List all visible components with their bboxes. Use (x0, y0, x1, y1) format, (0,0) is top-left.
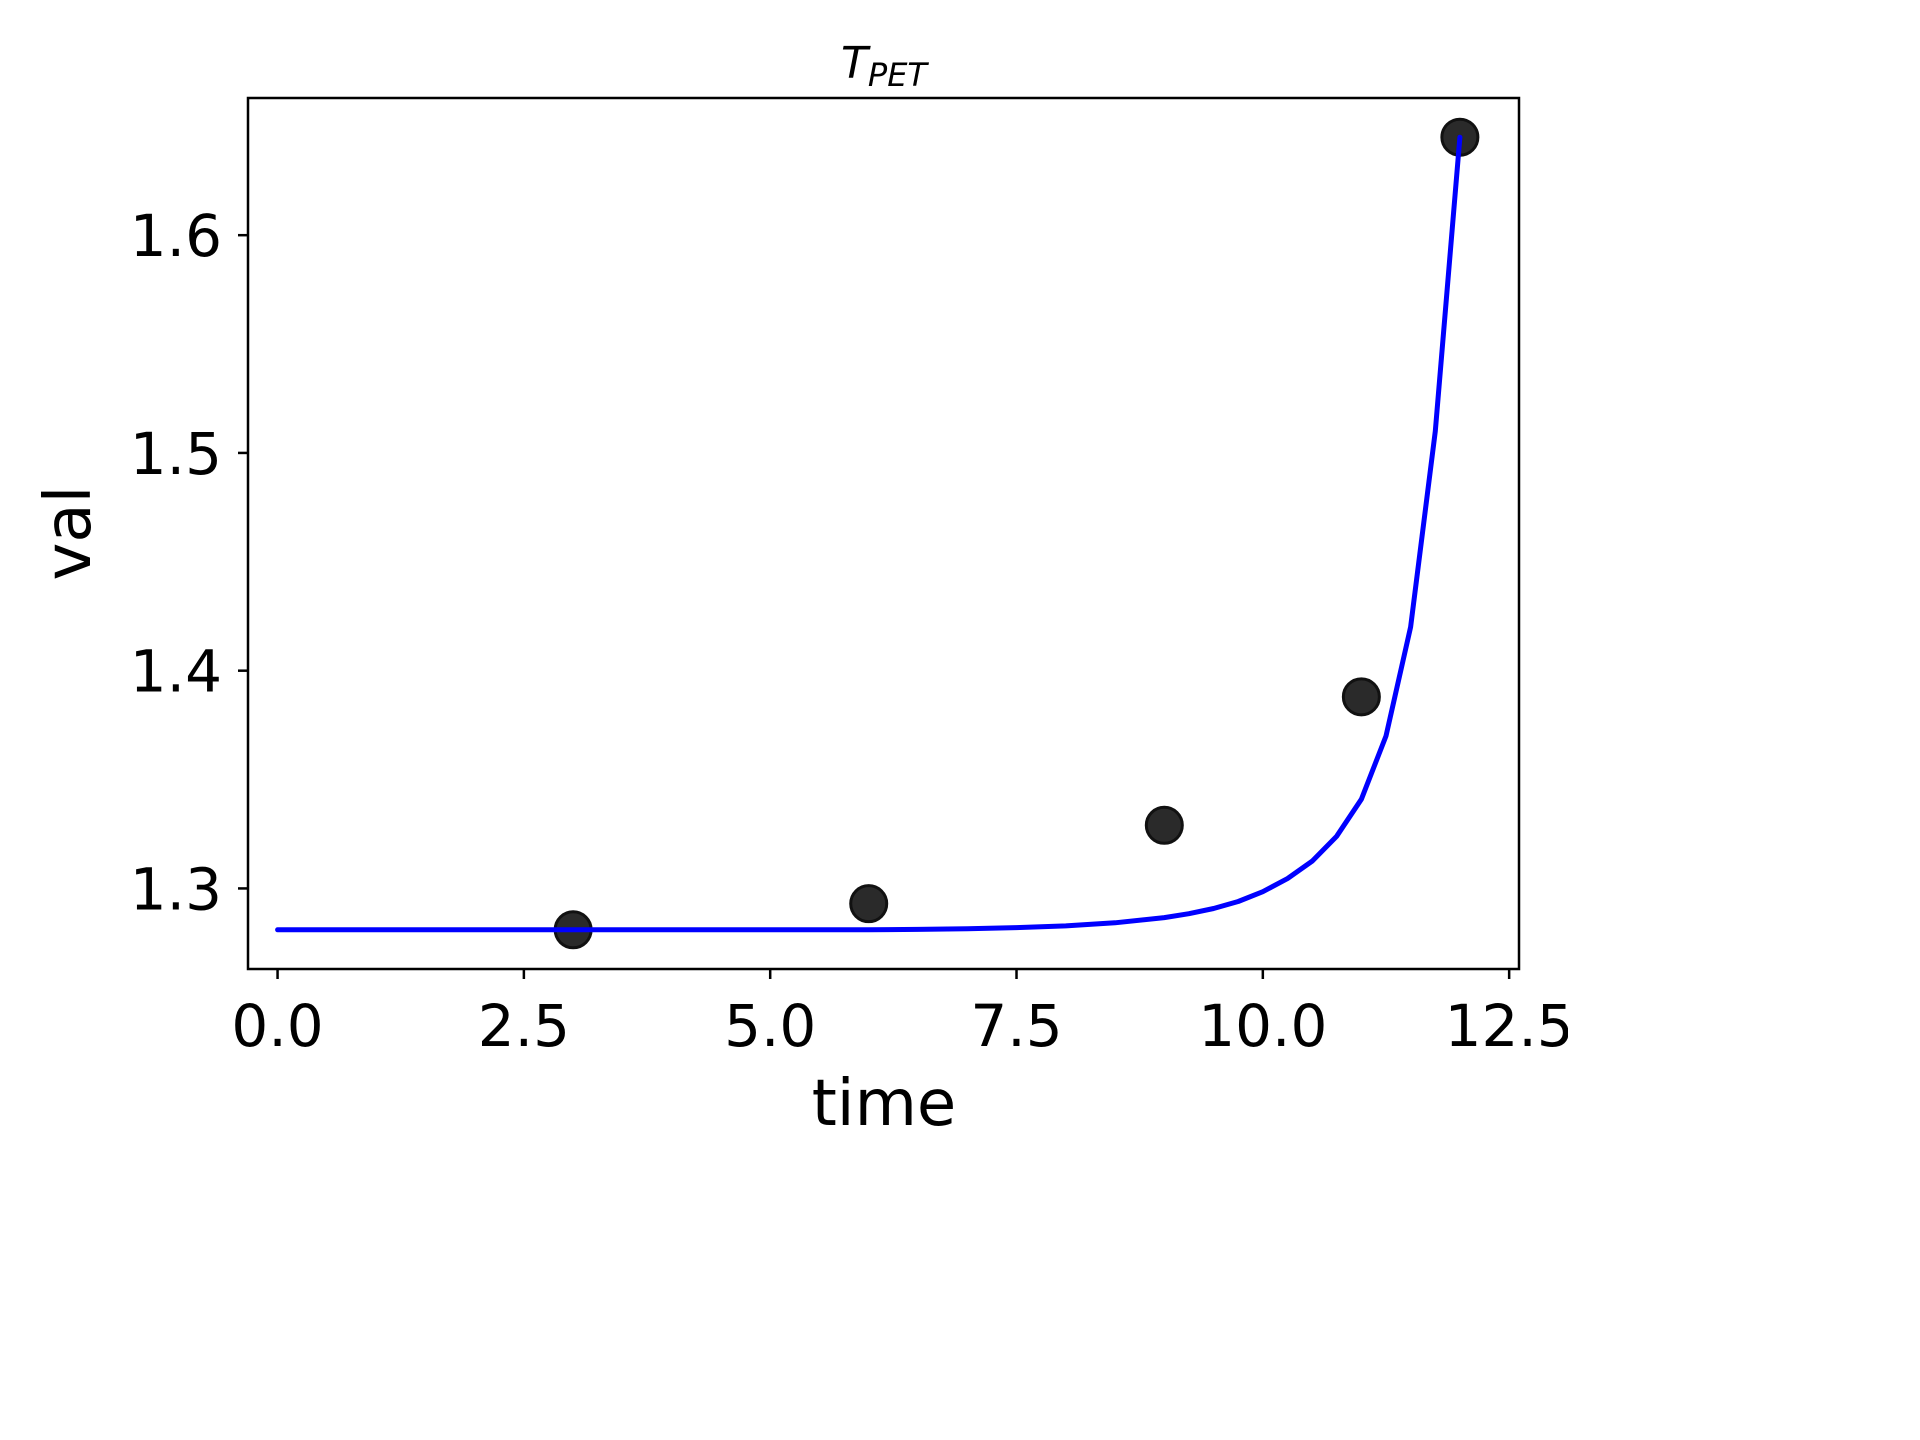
x-tick-label: 2.5 (478, 992, 570, 1060)
chart: 0.0 2.5 5.0 7.5 10.0 12.5 1.3 1.4 1.5 1.6 TPET t… (32, 38, 1568, 1141)
data-point (1341, 677, 1381, 717)
fit-curve (275, 134, 1463, 933)
x-tick-label: 0.0 (231, 992, 323, 1060)
x-axis: 0.0 2.5 5.0 7.5 10.0 12.5 (231, 969, 1568, 1060)
axes-frame (246, 96, 1521, 971)
y-tick-label: 1.4 (130, 638, 222, 706)
y-tick-label: 1.6 (130, 202, 222, 270)
plot-area (275, 117, 1480, 950)
x-tick-label: 5.0 (724, 992, 816, 1060)
x-tick-label: 10.0 (1198, 992, 1327, 1060)
chart-title-main: T (841, 38, 871, 89)
y-tick-label: 1.3 (130, 855, 222, 923)
y-axis: 1.3 1.4 1.5 1.6 (130, 202, 248, 923)
data-point (1144, 805, 1184, 845)
x-axis-label: time (812, 1067, 957, 1141)
y-tick-label: 1.5 (130, 420, 222, 488)
chart-title: TPET (841, 38, 929, 94)
x-tick-label: 7.5 (970, 992, 1062, 1060)
y-axis-label: val (32, 486, 106, 581)
x-tick-label: 12.5 (1445, 992, 1568, 1060)
chart-title-subscript: PET (868, 56, 930, 94)
data-point (849, 884, 889, 924)
